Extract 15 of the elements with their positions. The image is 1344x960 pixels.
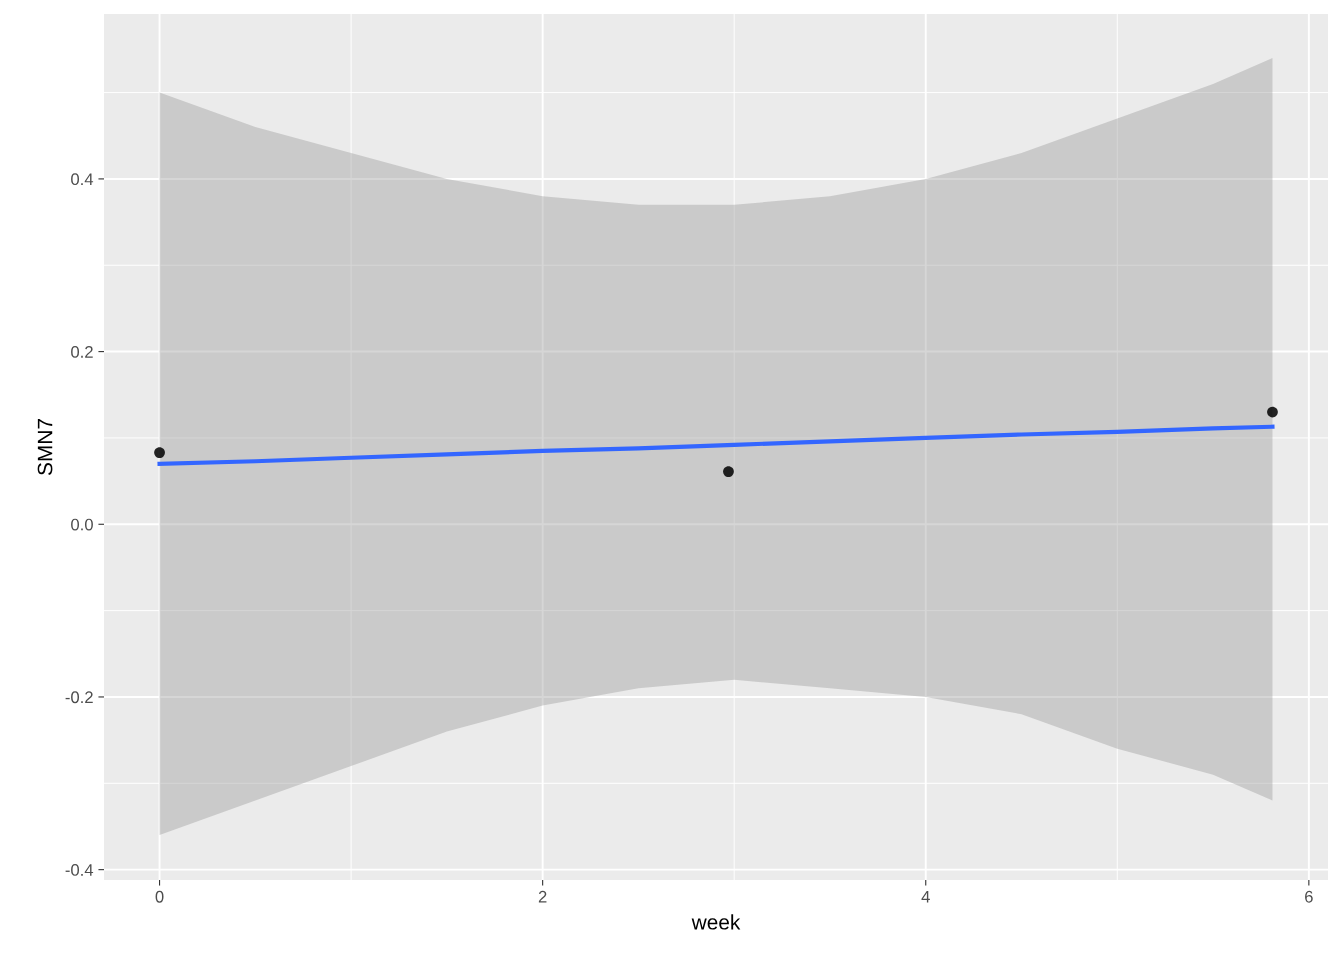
x-tick-label: 6 (1305, 890, 1313, 903)
point (154, 447, 165, 458)
x-tick-label: 0 (155, 890, 164, 903)
x-tick-label: 2 (538, 890, 547, 903)
y-tick-label: -0.4 (65, 864, 94, 876)
x-tick-label: 4 (921, 891, 930, 903)
y-tick-label: 0.4 (71, 173, 94, 186)
point (723, 466, 734, 477)
y-tick-label: 0.2 (71, 345, 93, 358)
point (1267, 406, 1278, 418)
x-axis-title: week (691, 914, 741, 930)
y-tick-label: -0.2 (65, 691, 93, 704)
y-axis-title: SMN7 (37, 419, 53, 475)
y-tick-label: 0.0 (71, 518, 93, 531)
line-series (157, 424, 1275, 466)
